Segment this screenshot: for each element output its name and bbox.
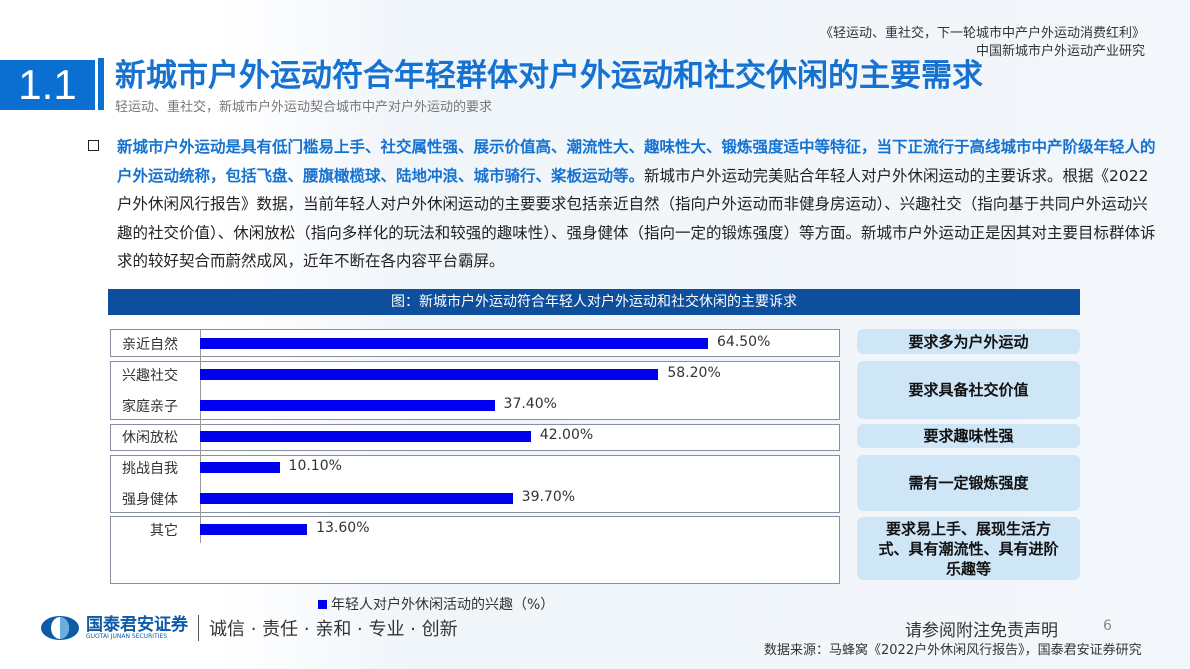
requirement-box: 需有一定锻炼强度 <box>857 455 1080 511</box>
report-title: 《轻运动、重社交，下一轮城市中产户外运动消费红利》 <box>819 26 1145 41</box>
slogan: 诚信 · 责任 · 亲和 · 专业 · 创新 <box>209 619 458 640</box>
normal-text: 新城市户外运动完美贴合年轻人对户外休闲运动的主要诉求。根据《2022户外休闲风行… <box>117 166 1156 271</box>
section-number: 1.1 <box>0 60 95 110</box>
data-label: 39.70% <box>521 489 576 505</box>
category-label: 挑战自我 <box>122 461 178 477</box>
logo-icon <box>41 616 79 640</box>
data-label: 58.20% <box>667 365 721 381</box>
bar <box>200 338 708 349</box>
category-label: 家庭亲子 <box>122 399 178 415</box>
disclaimer: 请参阅附注免责声明 <box>905 621 1058 641</box>
bar <box>200 431 531 442</box>
bar <box>200 462 280 473</box>
page-title: 新城市户外运动符合年轻群体对户外运动和社交休闲的主要需求 <box>115 58 983 94</box>
category-label: 其它 <box>150 523 178 539</box>
logo-en: GUOTAI JUNAN SECURITIES <box>86 632 168 640</box>
divider <box>98 58 104 110</box>
data-label: 37.40% <box>503 396 557 412</box>
bar <box>200 493 513 504</box>
data-label: 10.10% <box>288 458 342 474</box>
requirement-box: 要求具备社交价值 <box>857 361 1080 419</box>
legend-swatch <box>318 600 327 609</box>
category-label: 兴趣社交 <box>122 368 178 384</box>
legend: 年轻人对户外休闲活动的兴趣（%） <box>318 594 554 614</box>
bar <box>200 369 659 380</box>
chart-title: 图：新城市户外运动符合年轻人对户外运动和社交休闲的主要诉求 <box>108 289 1080 315</box>
requirement-box: 要求多为户外运动 <box>857 329 1080 354</box>
category-label: 亲近自然 <box>122 337 178 353</box>
requirement-box: 要求易上手、展现生活方式、具有潮流性、具有进阶乐趣等 <box>857 517 1080 580</box>
bar <box>200 400 495 411</box>
bar <box>200 524 308 535</box>
data-label: 13.60% <box>316 520 370 536</box>
data-label: 42.00% <box>539 427 594 443</box>
company-logo: 国泰君安证券 GUOTAI JUNAN SECURITIES 诚信 · 责任 ·… <box>40 615 458 641</box>
body-paragraph: 新城市户外运动是具有低门槛易上手、社交属性强、展示价值高、潮流性大、趣味性大、锻… <box>117 133 1157 276</box>
requirement-box: 要求趣味性强 <box>857 424 1080 448</box>
bullet-icon <box>88 140 99 151</box>
bold-text: 新城市户外运动是具有低门槛易上手、社交属性强、展示价值高、潮流性大、趣味性大、锻… <box>117 138 1156 185</box>
page-number: 6 <box>1103 618 1112 634</box>
page-subtitle: 轻运动、重社交，新城市户外运动契合城市中产对户外运动的要求 <box>115 100 493 115</box>
report-subtitle: 中国新城市户外运动产业研究 <box>975 44 1145 59</box>
category-label: 休闲放松 <box>122 430 178 446</box>
legend-label: 年轻人对户外休闲活动的兴趣（%） <box>331 597 555 613</box>
data-label: 64.50% <box>717 334 771 350</box>
data-source: 数据来源：马蜂窝《2022户外休闲风行报告》，国泰君安证券研究 <box>764 643 1142 658</box>
category-label: 强身健体 <box>122 492 178 508</box>
logo-text: 国泰君安证券 <box>86 614 188 635</box>
